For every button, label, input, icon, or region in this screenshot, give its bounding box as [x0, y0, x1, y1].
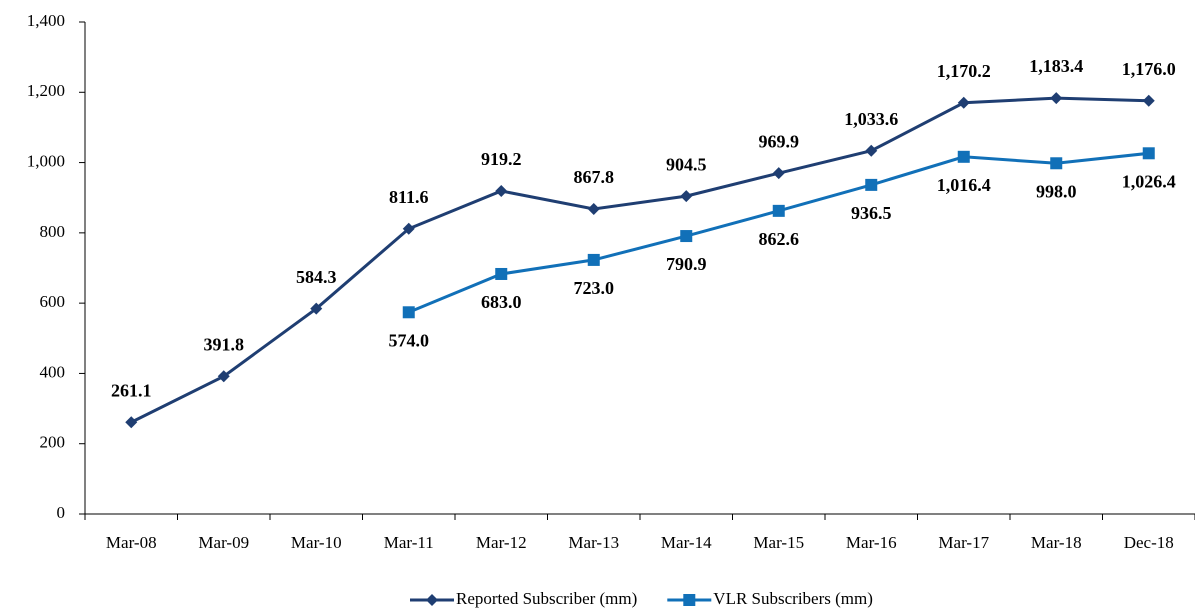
data-label: 790.9 — [666, 254, 707, 274]
data-label: 904.5 — [666, 154, 707, 174]
y-tick-label: 400 — [40, 362, 66, 381]
x-tick-label: Mar-08 — [106, 533, 157, 552]
marker — [1050, 92, 1063, 105]
series-line — [130, 96, 1149, 424]
marker — [1142, 147, 1155, 160]
data-label: 574.0 — [389, 330, 430, 350]
marker — [310, 302, 323, 315]
marker — [587, 253, 600, 266]
data-label: 1,170.2 — [937, 61, 991, 81]
x-tick-label: Dec-18 — [1124, 533, 1174, 552]
marker — [402, 222, 415, 235]
data-label: 936.5 — [851, 203, 892, 223]
marker — [426, 594, 438, 606]
data-label: 998.0 — [1036, 181, 1077, 201]
x-tick-label: Mar-13 — [568, 533, 619, 552]
legend-label: VLR Subscribers (mm) — [713, 589, 873, 608]
data-label: 919.2 — [481, 149, 522, 169]
data-label: 261.1 — [111, 380, 152, 400]
marker — [125, 416, 138, 429]
y-tick-label: 200 — [40, 433, 66, 452]
legend-label: Reported Subscriber (mm) — [456, 589, 637, 608]
data-label: 391.8 — [204, 334, 245, 354]
data-label: 1,176.0 — [1122, 59, 1176, 79]
marker — [957, 150, 970, 163]
marker — [587, 203, 600, 216]
data-label: 584.3 — [296, 267, 337, 287]
x-tick-label: Mar-09 — [198, 533, 249, 552]
marker — [865, 144, 878, 157]
data-label: 683.0 — [481, 292, 522, 312]
data-label: 1,026.4 — [1122, 171, 1176, 191]
marker — [772, 167, 785, 180]
x-tick-label: Mar-16 — [846, 533, 897, 552]
data-label: 1,016.4 — [937, 175, 991, 195]
data-label: 969.9 — [759, 131, 800, 151]
data-label: 1,183.4 — [1029, 56, 1083, 76]
marker — [865, 178, 878, 191]
data-label: 867.8 — [574, 167, 615, 187]
x-tick-label: Mar-17 — [938, 533, 989, 552]
marker — [683, 594, 696, 606]
data-label: 811.6 — [389, 187, 429, 207]
y-tick-label: 1,000 — [27, 151, 65, 170]
x-tick-label: Mar-10 — [291, 533, 342, 552]
marker — [402, 306, 415, 319]
marker — [957, 96, 970, 109]
y-tick-label: 1,400 — [27, 11, 65, 30]
x-tick-label: Mar-14 — [661, 533, 712, 552]
marker — [495, 267, 508, 280]
data-label: 1,033.6 — [844, 109, 898, 129]
y-tick-label: 1,200 — [27, 81, 65, 100]
y-tick-label: 600 — [40, 292, 66, 311]
x-tick-label: Mar-11 — [384, 533, 434, 552]
marker — [1050, 157, 1063, 170]
marker — [680, 190, 693, 203]
y-tick-label: 800 — [40, 222, 66, 241]
data-label: 723.0 — [574, 278, 615, 298]
x-tick-label: Mar-15 — [753, 533, 804, 552]
data-label: 862.6 — [759, 229, 800, 249]
x-tick-label: Mar-12 — [476, 533, 527, 552]
x-tick-label: Mar-18 — [1031, 533, 1082, 552]
marker — [1142, 94, 1155, 107]
marker — [495, 184, 508, 197]
marker — [772, 204, 785, 217]
y-tick-label: 0 — [57, 503, 66, 522]
marker — [680, 230, 693, 243]
marker — [217, 370, 230, 383]
